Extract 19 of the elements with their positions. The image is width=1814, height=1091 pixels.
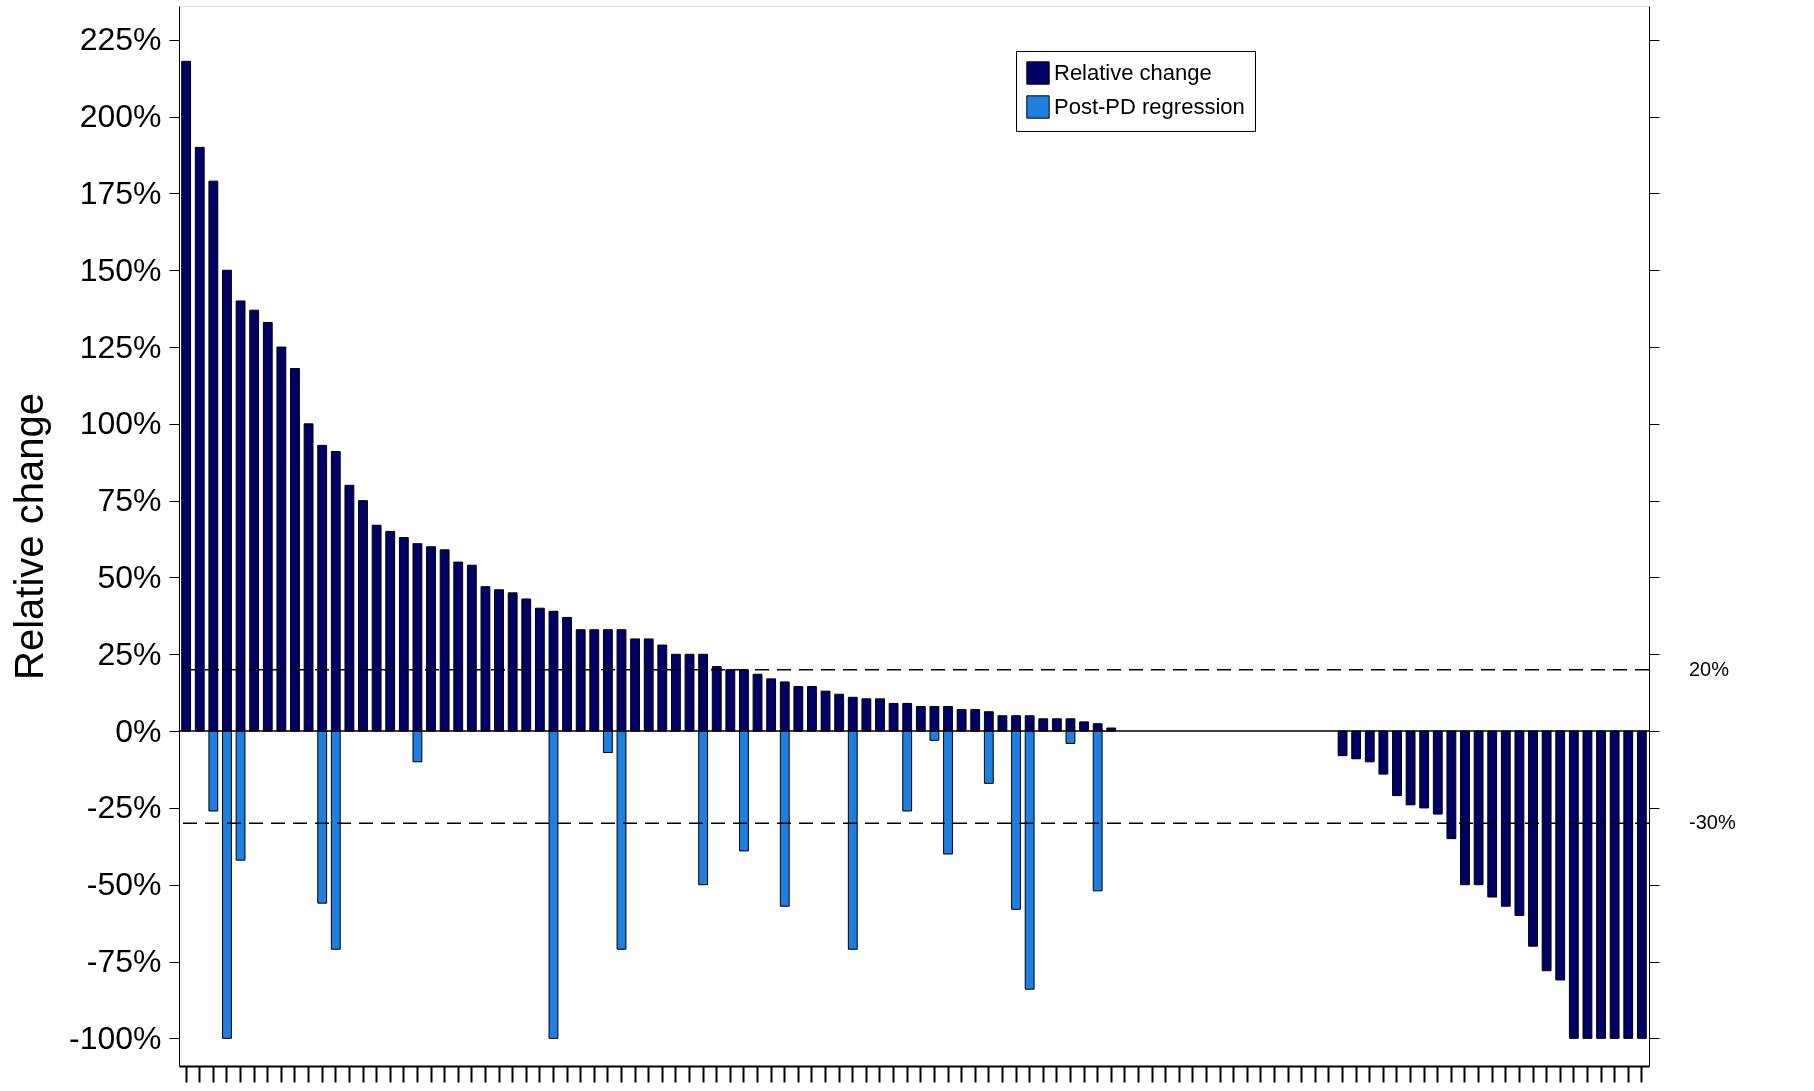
y-tick-label: -25% <box>86 789 162 826</box>
y-tick-label: 25% <box>97 635 162 672</box>
legend-label: Post-PD regression <box>1054 94 1245 119</box>
y-tick-label: 200% <box>79 98 162 135</box>
y-tick-label: 100% <box>79 405 162 442</box>
y-tick-label: -100% <box>69 1019 162 1056</box>
y-tick-label: 50% <box>97 558 162 595</box>
y-tick-label: 175% <box>79 174 162 211</box>
y-tick-label: 150% <box>79 251 162 288</box>
y-axis-title: Relative change <box>7 393 51 680</box>
y-tick-label: 75% <box>97 482 162 519</box>
ref-line-label: 20% <box>1689 657 1730 680</box>
y-tick-label: -75% <box>86 943 162 980</box>
y-tick-label: -50% <box>86 866 162 903</box>
legend-label: Relative change <box>1054 60 1212 85</box>
y-tick-label: 225% <box>79 21 162 58</box>
ref-line-label: -30% <box>1689 811 1736 834</box>
y-tick-label: 0% <box>115 712 162 749</box>
y-tick-label: 125% <box>79 328 162 365</box>
